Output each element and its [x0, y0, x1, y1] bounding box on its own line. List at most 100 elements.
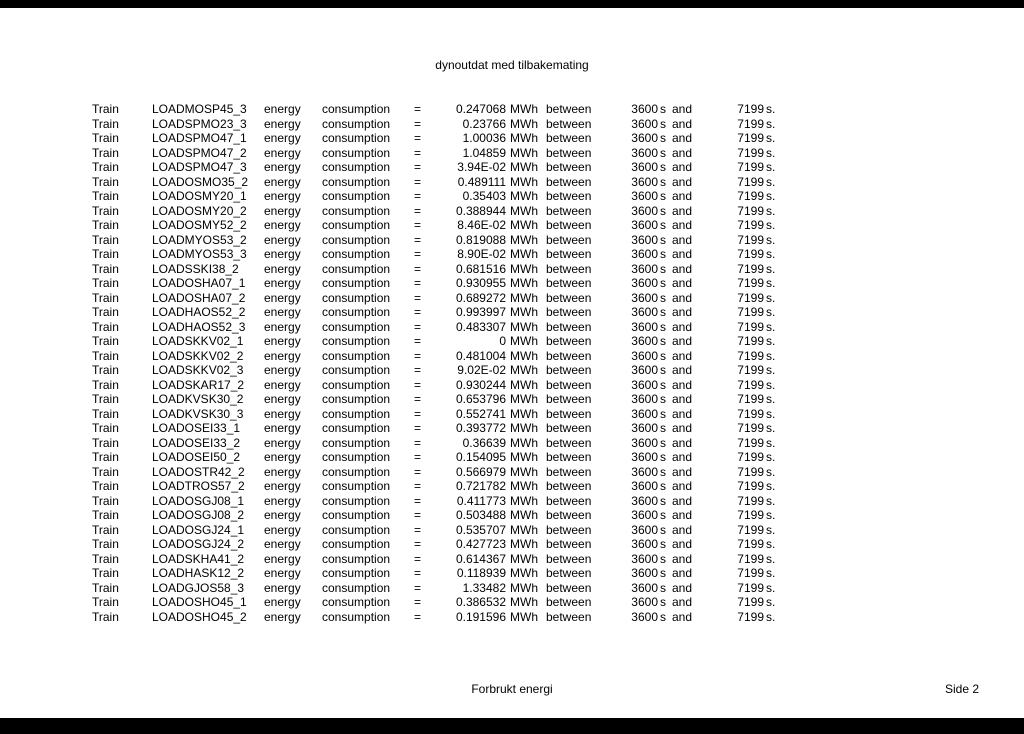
- cell-unit: MWh: [506, 247, 546, 262]
- cell-between: between: [546, 595, 610, 610]
- cell-t1: 3600: [610, 146, 658, 161]
- cell-t2: 7199: [706, 175, 764, 190]
- cell-s1: s: [658, 610, 672, 625]
- cell-eq: =: [414, 349, 426, 364]
- cell-and: and: [672, 117, 706, 132]
- cell-unit: MWh: [506, 363, 546, 378]
- table-row: TrainLOADOSEI33_1energyconsumption=0.393…: [92, 421, 974, 436]
- cell-s1: s: [658, 175, 672, 190]
- cell-eq: =: [414, 305, 426, 320]
- cell-value: 0.993997: [426, 305, 506, 320]
- cell-energy: energy: [264, 320, 322, 335]
- cell-s1: s: [658, 378, 672, 393]
- cell-label: Train: [92, 334, 152, 349]
- cell-consumption: consumption: [322, 291, 414, 306]
- cell-s2: s.: [764, 610, 784, 625]
- cell-eq: =: [414, 581, 426, 596]
- table-row: TrainLOADOSMY20_1energyconsumption=0.354…: [92, 189, 974, 204]
- cell-label: Train: [92, 204, 152, 219]
- cell-unit: MWh: [506, 334, 546, 349]
- cell-eq: =: [414, 537, 426, 552]
- cell-energy: energy: [264, 349, 322, 364]
- cell-id: LOADMYOS53_3: [152, 247, 264, 262]
- cell-between: between: [546, 465, 610, 480]
- cell-t2: 7199: [706, 566, 764, 581]
- cell-unit: MWh: [506, 291, 546, 306]
- cell-and: and: [672, 175, 706, 190]
- cell-consumption: consumption: [322, 247, 414, 262]
- cell-s2: s.: [764, 450, 784, 465]
- cell-eq: =: [414, 175, 426, 190]
- cell-s1: s: [658, 494, 672, 509]
- cell-between: between: [546, 581, 610, 596]
- cell-consumption: consumption: [322, 610, 414, 625]
- cell-id: LOADSPMO47_2: [152, 146, 264, 161]
- cell-consumption: consumption: [322, 378, 414, 393]
- cell-value: 1.04859: [426, 146, 506, 161]
- table-row: TrainLOADOSHA07_2energyconsumption=0.689…: [92, 291, 974, 306]
- cell-s2: s.: [764, 189, 784, 204]
- cell-unit: MWh: [506, 581, 546, 596]
- cell-t2: 7199: [706, 247, 764, 262]
- cell-and: and: [672, 218, 706, 233]
- cell-label: Train: [92, 436, 152, 451]
- cell-t2: 7199: [706, 320, 764, 335]
- cell-id: LOADSKKV02_3: [152, 363, 264, 378]
- table-row: TrainLOADOSHO45_2energyconsumption=0.191…: [92, 610, 974, 625]
- cell-between: between: [546, 204, 610, 219]
- cell-unit: MWh: [506, 537, 546, 552]
- cell-value: 0.721782: [426, 479, 506, 494]
- table-row: TrainLOADSSKI38_2energyconsumption=0.681…: [92, 262, 974, 277]
- cell-and: and: [672, 320, 706, 335]
- cell-consumption: consumption: [322, 276, 414, 291]
- table-row: TrainLOADMYOS53_2energyconsumption=0.819…: [92, 233, 974, 248]
- cell-s2: s.: [764, 175, 784, 190]
- cell-consumption: consumption: [322, 349, 414, 364]
- table-row: TrainLOADSKKV02_1energyconsumption=0MWhb…: [92, 334, 974, 349]
- cell-id: LOADHAOS52_3: [152, 320, 264, 335]
- cell-id: LOADSPMO47_3: [152, 160, 264, 175]
- cell-unit: MWh: [506, 160, 546, 175]
- cell-unit: MWh: [506, 508, 546, 523]
- cell-between: between: [546, 175, 610, 190]
- cell-label: Train: [92, 146, 152, 161]
- table-row: TrainLOADOSEI50_2energyconsumption=0.154…: [92, 450, 974, 465]
- cell-s1: s: [658, 146, 672, 161]
- table-row: TrainLOADOSHO45_1energyconsumption=0.386…: [92, 595, 974, 610]
- cell-t2: 7199: [706, 392, 764, 407]
- cell-id: LOADGJOS58_3: [152, 581, 264, 596]
- cell-t1: 3600: [610, 465, 658, 480]
- cell-s2: s.: [764, 160, 784, 175]
- cell-energy: energy: [264, 537, 322, 552]
- cell-id: LOADOSTR42_2: [152, 465, 264, 480]
- cell-label: Train: [92, 320, 152, 335]
- cell-energy: energy: [264, 450, 322, 465]
- cell-unit: MWh: [506, 421, 546, 436]
- cell-t1: 3600: [610, 320, 658, 335]
- cell-s1: s: [658, 552, 672, 567]
- cell-energy: energy: [264, 566, 322, 581]
- cell-and: and: [672, 305, 706, 320]
- cell-between: between: [546, 523, 610, 538]
- cell-energy: energy: [264, 305, 322, 320]
- cell-value: 0.614367: [426, 552, 506, 567]
- cell-label: Train: [92, 160, 152, 175]
- cell-s1: s: [658, 276, 672, 291]
- table-row: TrainLOADMYOS53_3energyconsumption=8.90E…: [92, 247, 974, 262]
- cell-t2: 7199: [706, 363, 764, 378]
- cell-label: Train: [92, 102, 152, 117]
- cell-between: between: [546, 450, 610, 465]
- cell-id: LOADSPMO47_1: [152, 131, 264, 146]
- cell-t2: 7199: [706, 102, 764, 117]
- cell-and: and: [672, 566, 706, 581]
- cell-t1: 3600: [610, 276, 658, 291]
- cell-energy: energy: [264, 494, 322, 509]
- cell-eq: =: [414, 479, 426, 494]
- cell-value: 0.552741: [426, 407, 506, 422]
- cell-and: and: [672, 465, 706, 480]
- cell-t2: 7199: [706, 581, 764, 596]
- cell-and: and: [672, 479, 706, 494]
- cell-t2: 7199: [706, 465, 764, 480]
- cell-value: 0.503488: [426, 508, 506, 523]
- cell-id: LOADKVSK30_3: [152, 407, 264, 422]
